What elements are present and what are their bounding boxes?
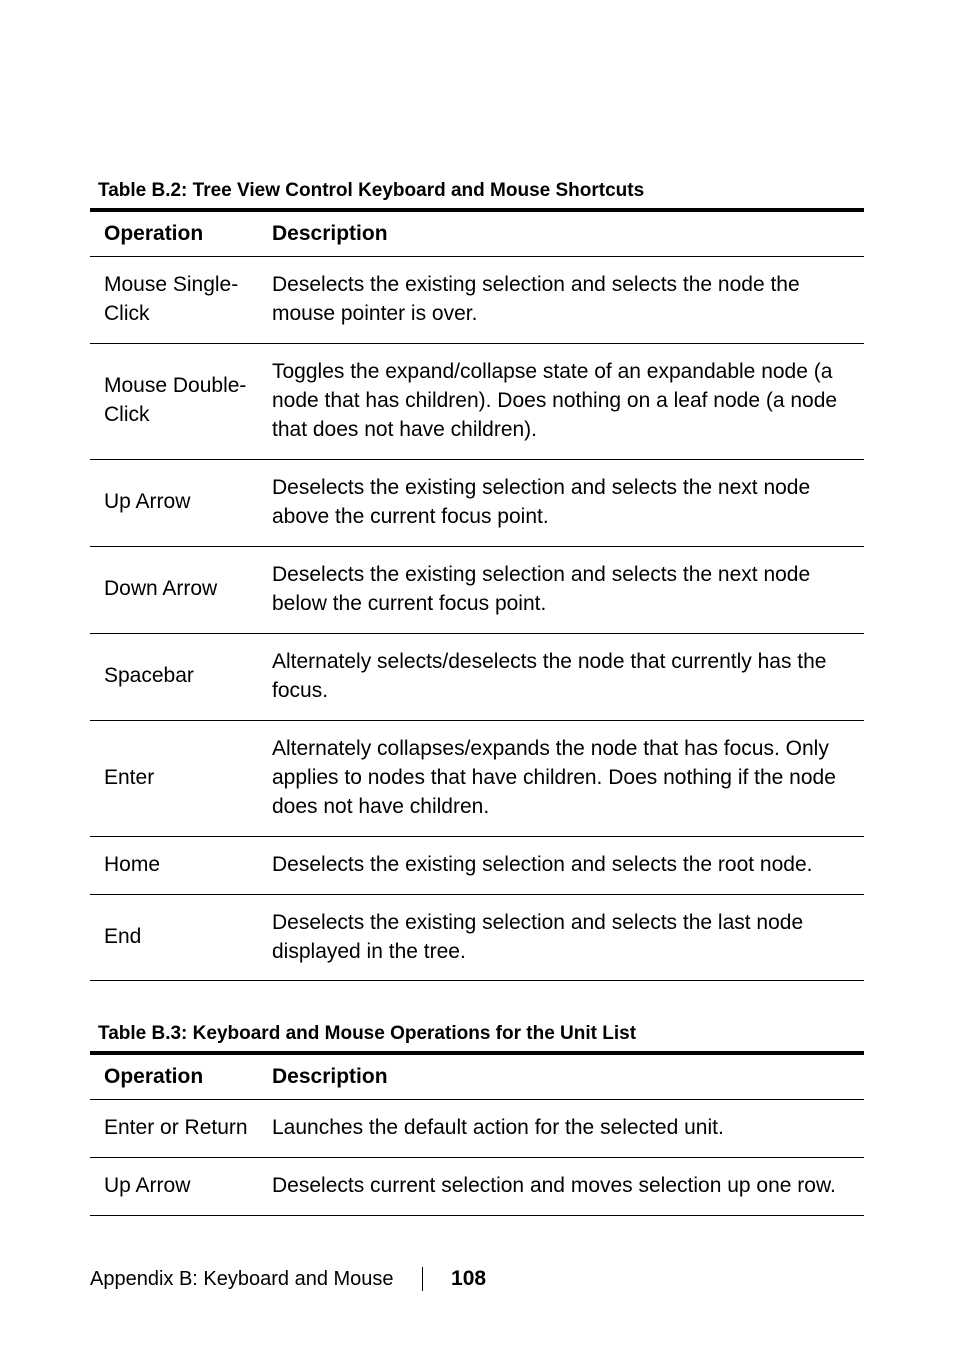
description-cell: Deselects current selection and moves se… (258, 1158, 864, 1216)
table-b2-caption: Table B.2: Tree View Control Keyboard an… (90, 180, 864, 202)
operation-cell: Spacebar (90, 633, 258, 720)
description-cell: Alternately collapses/expands the node t… (258, 720, 864, 836)
description-cell: Deselects the existing selection and sel… (258, 894, 864, 981)
operation-cell: Up Arrow (90, 459, 258, 546)
table-b3-caption: Table B.3: Keyboard and Mouse Operations… (90, 1023, 864, 1045)
table-b2-header-operation: Operation (90, 210, 258, 257)
footer-divider (422, 1267, 424, 1291)
operation-cell: End (90, 894, 258, 981)
table-row: Enter Alternately collapses/expands the … (90, 720, 864, 836)
operation-cell: Home (90, 836, 258, 894)
page-footer: Appendix B: Keyboard and Mouse 108 (90, 1267, 486, 1291)
description-cell: Toggles the expand/collapse state of an … (258, 343, 864, 459)
footer-section-label: Appendix B: Keyboard and Mouse (90, 1268, 394, 1291)
table-row: Home Deselects the existing selection an… (90, 836, 864, 894)
footer-page-number: 108 (451, 1267, 486, 1291)
operation-cell: Mouse Single-Click (90, 257, 258, 344)
table-b3-header-row: Operation Description (90, 1053, 864, 1100)
table-b2: Operation Description Mouse Single-Click… (90, 208, 864, 981)
description-cell: Deselects the existing selection and sel… (258, 257, 864, 344)
description-cell: Deselects the existing selection and sel… (258, 459, 864, 546)
table-row: Up Arrow Deselects the existing selectio… (90, 459, 864, 546)
table-row: End Deselects the existing selection and… (90, 894, 864, 981)
table-row: Spacebar Alternately selects/deselects t… (90, 633, 864, 720)
table-row: Up Arrow Deselects current selection and… (90, 1158, 864, 1216)
operation-cell: Enter or Return (90, 1100, 258, 1158)
table-b3: Operation Description Enter or Return La… (90, 1051, 864, 1216)
table-b3-header-description: Description (258, 1053, 864, 1100)
operation-cell: Up Arrow (90, 1158, 258, 1216)
description-cell: Alternately selects/deselects the node t… (258, 633, 864, 720)
table-b3-header-operation: Operation (90, 1053, 258, 1100)
table-b2-header-description: Description (258, 210, 864, 257)
operation-cell: Mouse Double-Click (90, 343, 258, 459)
operation-cell: Enter (90, 720, 258, 836)
description-cell: Deselects the existing selection and sel… (258, 546, 864, 633)
table-row: Enter or Return Launches the default act… (90, 1100, 864, 1158)
table-row: Mouse Single-Click Deselects the existin… (90, 257, 864, 344)
table-row: Down Arrow Deselects the existing select… (90, 546, 864, 633)
table-b2-header-row: Operation Description (90, 210, 864, 257)
operation-cell: Down Arrow (90, 546, 258, 633)
table-row: Mouse Double-Click Toggles the expand/co… (90, 343, 864, 459)
description-cell: Launches the default action for the sele… (258, 1100, 864, 1158)
description-cell: Deselects the existing selection and sel… (258, 836, 864, 894)
